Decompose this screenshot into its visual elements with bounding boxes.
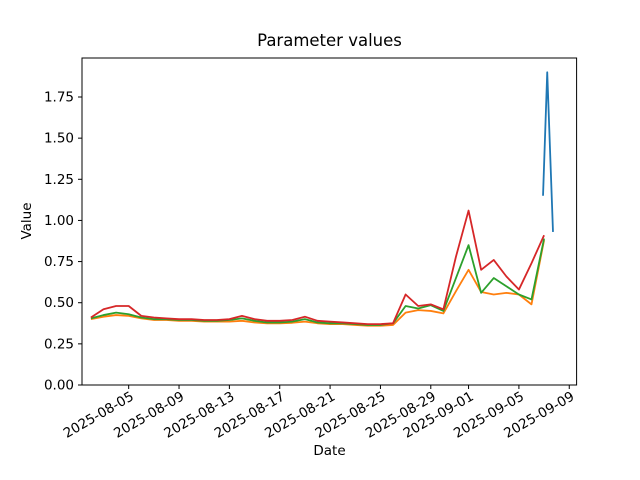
series-red-line bbox=[90, 209, 545, 326]
y-tick-label: 1.25 bbox=[44, 172, 74, 188]
x-axis-label: Date bbox=[313, 443, 346, 459]
y-tick-label: 0.75 bbox=[44, 254, 74, 270]
y-tick-label: 1.00 bbox=[44, 213, 74, 229]
y-tick-label: 1.75 bbox=[44, 90, 74, 106]
chart-title: Parameter values bbox=[257, 31, 402, 50]
y-tick-label: 0.25 bbox=[44, 336, 74, 352]
series-orange-line bbox=[90, 240, 545, 327]
y-tick-label: 0.50 bbox=[44, 295, 74, 311]
y-axis-label: Value bbox=[19, 202, 35, 240]
y-tick-label: 0.00 bbox=[44, 378, 74, 394]
plot-border bbox=[81, 57, 578, 386]
y-tick-label: 1.50 bbox=[44, 131, 74, 147]
series-blue-line bbox=[542, 71, 554, 232]
